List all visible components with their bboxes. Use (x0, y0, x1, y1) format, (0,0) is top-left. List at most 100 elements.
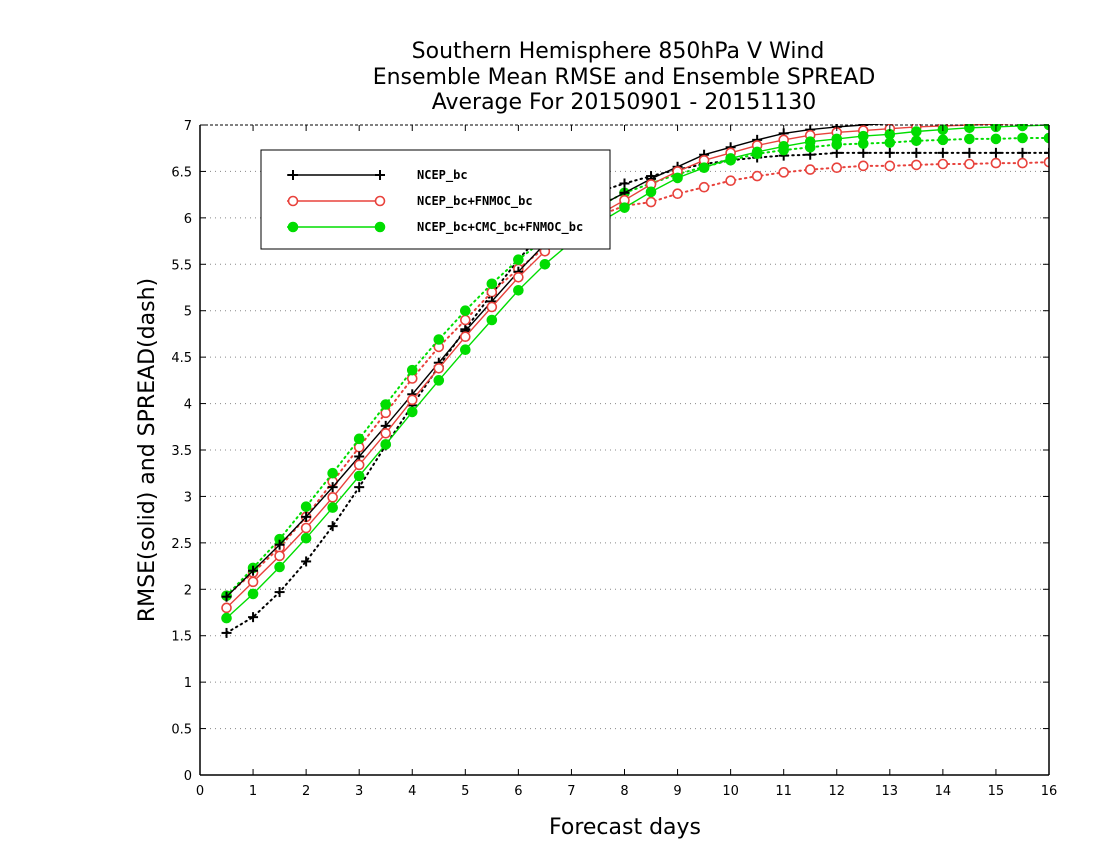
x-tick-label: 14 (935, 784, 952, 799)
data-point (751, 170, 763, 182)
chart-title: Southern Hemisphere 850hPa V Wind Ensemb… (373, 39, 876, 115)
y-tick-label: 0.5 (171, 723, 192, 738)
y-tick-label: 4 (184, 398, 192, 413)
data-point (698, 162, 710, 174)
data-point (380, 439, 392, 450)
data-point (778, 141, 789, 152)
x-tick-label: 8 (620, 784, 628, 799)
chart-title-line-3: Average For 20150901 - 20151130 (432, 90, 817, 115)
legend-marker (374, 195, 386, 207)
y-tick-label: 5 (184, 305, 192, 320)
x-tick-label: 3 (355, 784, 363, 799)
x-tick-label: 7 (567, 784, 575, 799)
data-point (911, 147, 922, 158)
series-line (225, 161, 1049, 597)
legend: NCEP_bc NCEP_bc+FNMOC_bc NCEP_bc+CMC_bc+FN… (260, 149, 611, 250)
x-axis-label: Forecast days (549, 815, 701, 840)
data-point (1017, 132, 1028, 144)
data-point (725, 153, 736, 164)
data-point (353, 470, 365, 482)
data-point (1044, 147, 1049, 158)
data-point (380, 399, 392, 410)
data-point (619, 202, 630, 213)
data-point (990, 147, 1001, 158)
data-point (460, 305, 471, 317)
y-tick-label: 7 (184, 119, 192, 134)
data-point (247, 576, 259, 588)
data-point (672, 172, 683, 184)
x-tick-label: 5 (461, 784, 469, 799)
y-tick-label: 6 (184, 212, 192, 227)
data-point (513, 271, 524, 283)
data-point (937, 147, 948, 158)
x-tick-label: 16 (1041, 784, 1058, 799)
y-tick-label: 1 (184, 676, 192, 691)
x-tick-label: 15 (988, 784, 1005, 799)
data-point (433, 334, 445, 345)
legend-marker (287, 195, 299, 207)
legend-marker (375, 170, 385, 180)
data-point (433, 362, 445, 374)
data-point (380, 427, 392, 439)
series-line (226, 124, 888, 598)
data-point (247, 588, 259, 600)
data-point (460, 344, 471, 356)
data-point (884, 147, 895, 158)
y-tick-label: 2 (184, 583, 192, 598)
x-tick-label: 4 (408, 784, 416, 799)
data-point (300, 522, 312, 534)
x-tick-label: 0 (196, 784, 204, 799)
data-point (221, 591, 232, 602)
data-point (301, 556, 312, 567)
data-point (1017, 157, 1028, 169)
data-point (406, 364, 418, 376)
x-tick-label: 11 (775, 784, 792, 799)
data-point (327, 502, 338, 513)
data-point (1017, 124, 1028, 132)
data-point (937, 158, 949, 170)
data-point (406, 406, 418, 418)
data-point (990, 133, 1002, 145)
data-point (911, 135, 922, 147)
data-point (353, 459, 365, 471)
y-axis-label: RMSE(solid) and SPREAD(dash) (135, 278, 160, 622)
chart-title-line-2: Ensemble Mean RMSE and Ensemble SPREAD (373, 65, 876, 90)
y-tick-label: 5.5 (171, 258, 192, 273)
data-point (778, 167, 789, 178)
data-point (353, 433, 365, 445)
legend-box (260, 149, 611, 250)
data-point (884, 160, 896, 172)
data-point (460, 314, 471, 326)
data-point (619, 178, 630, 189)
legend-marker (287, 221, 299, 233)
y-tick-label: 2.5 (171, 537, 192, 552)
data-point (857, 160, 869, 172)
data-point (221, 627, 232, 638)
data-point (911, 126, 922, 137)
data-point (327, 482, 338, 493)
data-point (857, 130, 869, 142)
data-point (221, 602, 232, 614)
data-point (486, 314, 498, 326)
chart-title-line-1: Southern Hemisphere 850hPa V Wind (412, 39, 825, 64)
data-point (460, 331, 471, 343)
y-tick-label: 1.5 (171, 630, 192, 645)
y-tick-label: 4.5 (171, 351, 192, 366)
x-ticks: 0 1 2 3 4 5 6 7 8 9 10 11 12 13 14 15 16 (196, 125, 1057, 799)
legend-marker (288, 170, 298, 180)
data-point (274, 587, 285, 598)
legend-marker (374, 221, 386, 233)
data-point (937, 134, 949, 146)
data-point (406, 394, 418, 406)
x-tick-label: 10 (722, 784, 739, 799)
data-point (433, 375, 445, 386)
data-point (964, 124, 975, 134)
data-point (672, 188, 683, 200)
data-point (964, 147, 975, 158)
data-point (274, 561, 285, 573)
data-point (645, 196, 657, 208)
data-point (327, 467, 338, 479)
x-tick-label: 13 (882, 784, 899, 799)
